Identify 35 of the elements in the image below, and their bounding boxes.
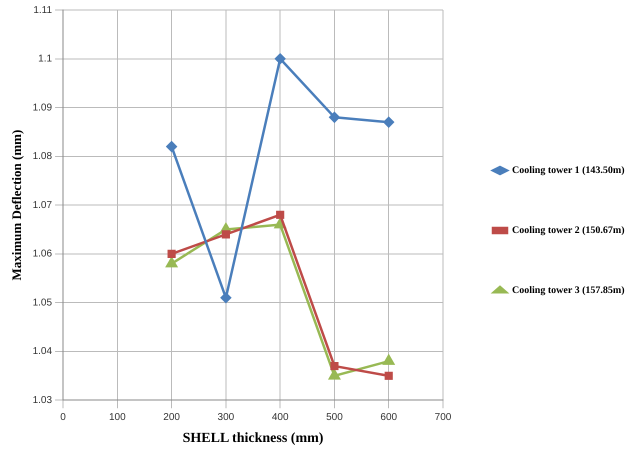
y-tick-label: 1.03 xyxy=(32,394,52,406)
point xyxy=(276,210,284,219)
y-tick-label: 1.04 xyxy=(32,346,52,358)
point xyxy=(330,362,339,370)
point xyxy=(166,141,177,152)
y-tick-label: 1.08 xyxy=(32,151,52,162)
x-tick-label: 100 xyxy=(108,412,126,423)
x-tick-label: 300 xyxy=(218,412,235,423)
point xyxy=(383,354,394,365)
x-tick-label: 500 xyxy=(326,412,344,423)
point xyxy=(166,257,178,268)
x-tick-label: 600 xyxy=(380,412,398,423)
x-tick-label: 400 xyxy=(272,412,289,423)
y-tick-label: 1.07 xyxy=(32,200,52,211)
point xyxy=(222,230,230,238)
point xyxy=(168,250,176,258)
point xyxy=(328,370,340,380)
y-tick-label: 1.05 xyxy=(32,297,52,308)
y-tick-label: 1.09 xyxy=(32,102,52,114)
point xyxy=(274,54,286,64)
x-tick-label: 700 xyxy=(434,412,452,423)
y-axis-title: Maximum Deflection (mm) xyxy=(9,130,24,281)
point xyxy=(384,372,393,380)
y-tick-label: 1.06 xyxy=(32,248,52,260)
point xyxy=(220,292,232,304)
y-tick-label: 1.1 xyxy=(38,54,52,65)
legend-label: Cooling tower 1 (143.50m) xyxy=(512,165,625,176)
x-tick-label: 200 xyxy=(163,412,180,423)
legend-label: Cooling tower 2 (150.67m) xyxy=(512,225,625,236)
point xyxy=(383,116,394,128)
y-tick-label: 1.11 xyxy=(33,4,52,16)
x-tick-label: 0 xyxy=(60,412,66,423)
x-axis-title: SHELL thickness (mm) xyxy=(182,431,324,446)
legend-label: Cooling tower 3 (157.85m) xyxy=(512,285,625,296)
point xyxy=(329,112,340,123)
